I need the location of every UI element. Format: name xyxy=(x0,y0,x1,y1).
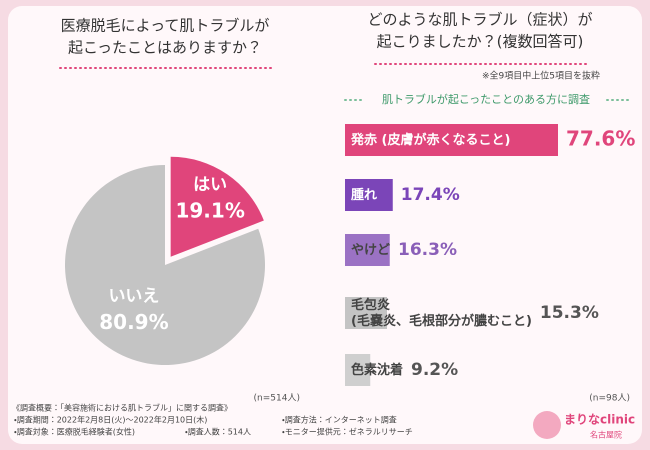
bar-subtitle: ※全9項目中上位5項目を抜粋 xyxy=(482,70,600,82)
bar-label: やけど xyxy=(351,243,390,258)
bar xyxy=(345,234,390,266)
bar-label-line: やけど xyxy=(351,243,390,258)
bar-value: 17.4% xyxy=(401,185,460,205)
footer-item: ・調査期間：2022年2月8日(火)〜2022年2月10日(木) xyxy=(14,415,207,425)
slice-value: 80.9% xyxy=(99,310,168,334)
bar xyxy=(345,297,387,329)
bar-label: 腫れ xyxy=(351,187,377,203)
bar-title: どのような肌トラブル（症状）が xyxy=(367,11,592,29)
bar-value: 77.6% xyxy=(566,127,635,151)
footer-item: ・調査方法：インターネット調査 xyxy=(282,415,397,425)
bar-value: 9.2% xyxy=(411,360,458,380)
footer-item: ・調査人数：514人 xyxy=(185,427,251,437)
footer-heading: 《調査概要：「美容施術における肌トラブル」に関する調査》 xyxy=(12,403,232,413)
bar-value: 15.3% xyxy=(540,303,599,323)
bar-label: 色素沈着 xyxy=(351,362,403,378)
pie-note: (n=514人) xyxy=(254,394,300,404)
slice-label: いいえ xyxy=(108,286,159,306)
slice-value: 19.1% xyxy=(175,198,244,222)
bar-label-line: 発赤 (皮膚が赤くなること) xyxy=(350,132,510,148)
logo-branch: 名古屋院 xyxy=(590,430,622,440)
bar-note: (n=98人) xyxy=(589,394,630,404)
pie-slice xyxy=(64,165,265,365)
bar-header: 肌トラブルが起こったことのある方に調査 xyxy=(382,92,590,106)
pie-slice xyxy=(170,156,264,257)
bar xyxy=(345,179,393,211)
bar-label: 発赤 (皮膚が赤くなること) xyxy=(350,132,510,148)
bar-label-line: 色素沈着 xyxy=(351,362,403,378)
bar-title: 起こりましたか？(複数回答可) xyxy=(377,33,584,51)
bar-label-line: 腫れ xyxy=(351,187,377,203)
bar-value: 16.3% xyxy=(398,240,457,260)
logo-icon xyxy=(533,411,561,439)
bar-label: 毛包炎(毛嚢炎、毛根部分が膿むこと) xyxy=(351,297,532,329)
bar-label-line: 毛包炎 xyxy=(351,297,390,313)
pie-title: 医療脱毛によって肌トラブルが xyxy=(61,17,270,35)
bar xyxy=(345,124,558,156)
slice-label: はい xyxy=(193,175,227,195)
bar xyxy=(345,354,371,386)
footer-item: ・調査対象：医療脱毛経験者(女性) xyxy=(14,427,135,437)
pie-title: 起こったことはありますか？ xyxy=(68,39,262,57)
bar-label-line: (毛嚢炎、毛根部分が膿むこと) xyxy=(351,313,532,329)
logo-name: まりなclinic xyxy=(564,413,635,427)
footer-item: ・モニター提供元：ゼネラルリサーチ xyxy=(282,427,413,437)
